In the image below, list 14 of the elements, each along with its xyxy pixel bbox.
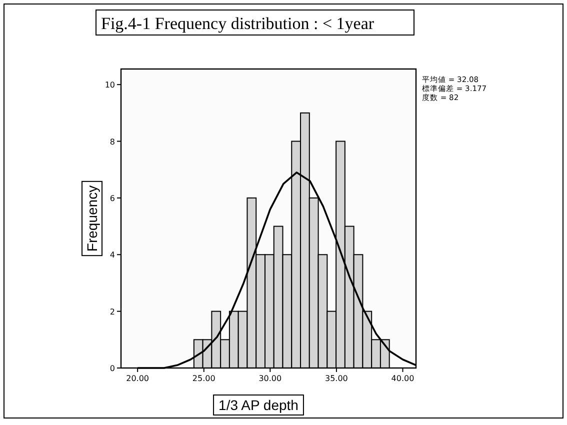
x-axis-title: 1/3 AP depth bbox=[218, 397, 298, 413]
x-tick-label: 25.00 bbox=[192, 374, 216, 383]
y-tick-label: 2 bbox=[110, 307, 115, 316]
y-tick-label: 8 bbox=[110, 137, 115, 146]
x-tick-label: 30.00 bbox=[258, 374, 282, 383]
chart-title: Fig.4-1 Frequency distribution : < 1year bbox=[101, 14, 374, 33]
x-tick-label: 40.00 bbox=[391, 374, 414, 383]
x-tick-label: 35.00 bbox=[324, 374, 348, 383]
y-tick-label: 10 bbox=[104, 80, 115, 90]
x-tick-label: 20.00 bbox=[126, 374, 150, 383]
y-tick-label: 6 bbox=[110, 194, 115, 203]
y-tick-label: 4 bbox=[110, 250, 115, 260]
y-tick-label: 0 bbox=[110, 364, 115, 373]
y-axis-title: Frequency bbox=[84, 185, 100, 252]
